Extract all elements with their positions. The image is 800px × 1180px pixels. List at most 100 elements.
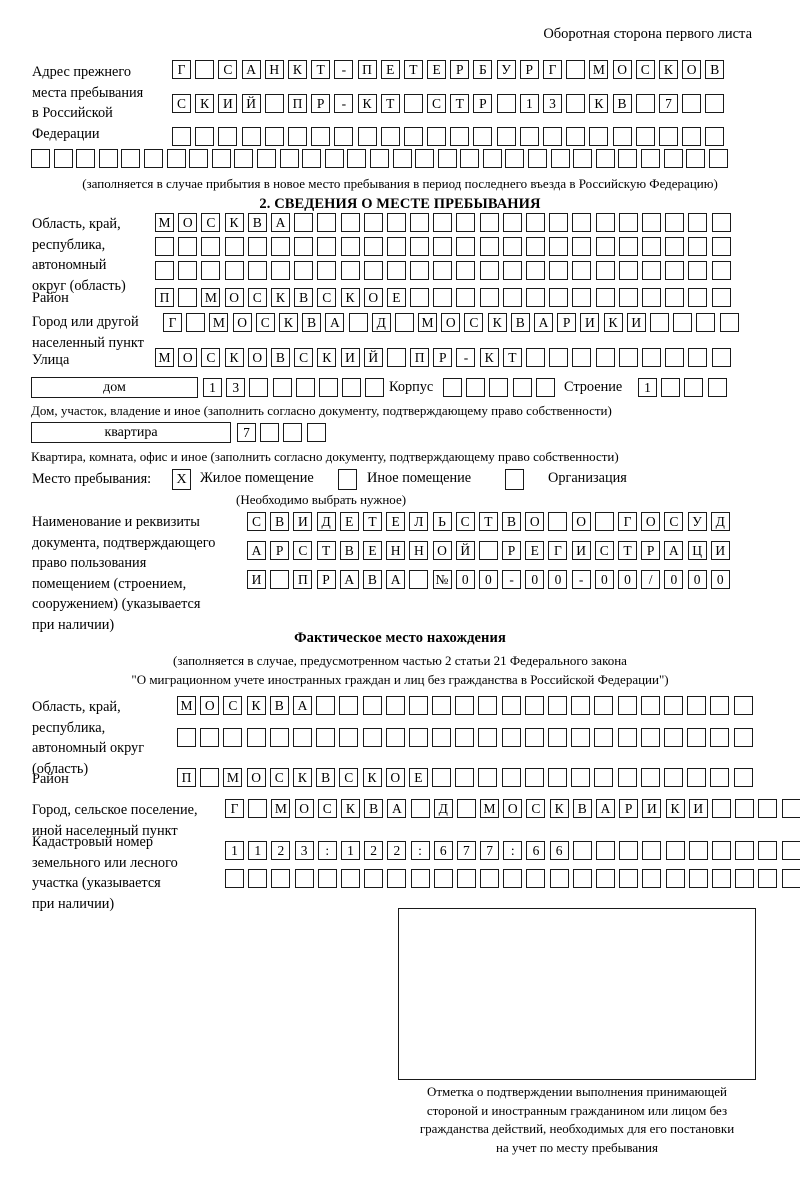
- korpus-cell-3[interactable]: [489, 378, 509, 397]
- actual-region-r2-cell-3[interactable]: [223, 728, 243, 747]
- region-r3-cell-18[interactable]: [549, 261, 569, 280]
- actual-region-r1-cell-13[interactable]: [455, 696, 475, 715]
- previous-address-r1-cell-21[interactable]: С: [635, 60, 655, 79]
- cadastral-r2-cell-6[interactable]: [340, 869, 360, 888]
- region-r3-cell-12[interactable]: [410, 261, 430, 280]
- previous-address-r3-cell-13[interactable]: [450, 127, 470, 146]
- region-r1-cell-17[interactable]: [526, 213, 545, 232]
- actual-region-r2-cell-17[interactable]: [548, 728, 567, 747]
- actual-region-r2-cell-21[interactable]: [640, 728, 660, 747]
- document-r2-cell-13[interactable]: Е: [525, 541, 545, 560]
- cadastral-r1-cell-15[interactable]: 6: [549, 841, 569, 860]
- region-r1-cell-8[interactable]: [317, 213, 337, 232]
- previous-address-r4-cell-20[interactable]: [460, 149, 480, 168]
- previous-address-r4-cell-6[interactable]: [143, 149, 163, 168]
- actual-region-r1-cell-18[interactable]: [571, 696, 591, 715]
- previous-address-r2-cell-1[interactable]: С: [172, 94, 191, 113]
- cadastral-r1-cell-19[interactable]: [642, 841, 662, 860]
- previous-address-r3-cell-3[interactable]: [218, 127, 238, 146]
- cadastral-r2-cell-7[interactable]: [364, 869, 384, 888]
- document-r1-cell-13[interactable]: О: [525, 512, 545, 531]
- district-cell-12[interactable]: [410, 288, 430, 307]
- region-r2-cell-23[interactable]: [665, 237, 685, 256]
- cadastral-r2-cell-13[interactable]: [503, 869, 523, 888]
- city-cell-6[interactable]: К: [278, 313, 298, 332]
- cadastral-r1-cell-24[interactable]: [758, 841, 778, 860]
- actual-region-r2-cell-16[interactable]: [524, 728, 544, 747]
- region-r2-cell-18[interactable]: [549, 237, 569, 256]
- document-r2-cell-5[interactable]: В: [339, 541, 359, 560]
- region-r1-cell-15[interactable]: [479, 213, 499, 232]
- document-r1-cell-19[interactable]: С: [664, 512, 684, 531]
- region-r2-cell-16[interactable]: [502, 237, 522, 256]
- district-cell-15[interactable]: [479, 288, 499, 307]
- city-cell-7[interactable]: В: [302, 313, 322, 332]
- actual-region-r1-cell-7[interactable]: [316, 696, 336, 715]
- document-r1-cell-11[interactable]: Т: [478, 512, 498, 531]
- city-cell-20[interactable]: К: [603, 313, 623, 332]
- region-r1-cell-14[interactable]: [456, 213, 476, 232]
- street-cell-13[interactable]: Р: [433, 348, 453, 367]
- previous-address-r3-cell-7[interactable]: [311, 127, 331, 146]
- actual-city-cell-6[interactable]: К: [340, 799, 360, 818]
- house-cell-2[interactable]: 3: [226, 378, 246, 397]
- cadastral-r1-cell-22[interactable]: [711, 841, 731, 860]
- actual-region-r1-cell-9[interactable]: [362, 696, 382, 715]
- city-cell-16[interactable]: В: [510, 313, 530, 332]
- previous-address-r1-cell-4[interactable]: А: [241, 60, 261, 79]
- confirmation-stamp-box[interactable]: [398, 908, 756, 1080]
- actual-district-cell-14[interactable]: [478, 768, 498, 787]
- previous-address-r4-cell-31[interactable]: [708, 149, 728, 168]
- city-cell-1[interactable]: Г: [163, 313, 182, 332]
- actual-region-r1-cell-5[interactable]: В: [269, 696, 289, 715]
- region-r3-cell-21[interactable]: [618, 261, 638, 280]
- region-r2-cell-14[interactable]: [456, 237, 476, 256]
- flat-cell-3[interactable]: [283, 423, 303, 442]
- cadastral-r1-cell-13[interactable]: :: [503, 841, 523, 860]
- previous-address-r2-cell-17[interactable]: 3: [543, 94, 562, 113]
- city-cell-24[interactable]: [696, 313, 716, 332]
- korpus-cells[interactable]: [443, 378, 559, 397]
- region-r1-cell-3[interactable]: С: [201, 213, 221, 232]
- region-r2-cell-5[interactable]: [247, 237, 267, 256]
- region-row-3[interactable]: [155, 261, 735, 280]
- previous-address-r3-cell-23[interactable]: [682, 127, 702, 146]
- stroenie-cell-3[interactable]: [684, 378, 704, 397]
- street-cell-17[interactable]: [526, 348, 545, 367]
- actual-region-r2-cell-7[interactable]: [316, 728, 336, 747]
- cadastral-r2-cell-23[interactable]: [735, 869, 755, 888]
- actual-city-cell-10[interactable]: Д: [433, 799, 453, 818]
- city-cell-4[interactable]: О: [232, 313, 252, 332]
- previous-address-r3-cell-21[interactable]: [635, 127, 655, 146]
- actual-district-cell-18[interactable]: [571, 768, 591, 787]
- region-r3-cell-24[interactable]: [688, 261, 708, 280]
- previous-address-r2-cell-10[interactable]: Т: [380, 94, 400, 113]
- document-r1-cell-17[interactable]: Г: [618, 512, 637, 531]
- actual-district-cell-16[interactable]: [524, 768, 544, 787]
- cadastral-r2-cell-19[interactable]: [642, 869, 662, 888]
- actual-region-r2-cell-15[interactable]: [501, 728, 521, 747]
- region-r3-cell-16[interactable]: [502, 261, 522, 280]
- previous-address-r1-cell-10[interactable]: Е: [380, 60, 400, 79]
- region-r3-cell-15[interactable]: [479, 261, 499, 280]
- previous-address-r1-cell-16[interactable]: Р: [519, 60, 539, 79]
- cadastral-r2-cell-18[interactable]: [619, 869, 639, 888]
- actual-city-cell-2[interactable]: [248, 799, 268, 818]
- cadastral-r1-cell-2[interactable]: 1: [248, 841, 268, 860]
- actual-city-cell-11[interactable]: [456, 799, 476, 818]
- actual-district-cell-11[interactable]: Е: [408, 768, 428, 787]
- cadastral-row-2[interactable]: [225, 869, 800, 888]
- previous-address-r4-cell-7[interactable]: [166, 149, 186, 168]
- previous-address-r4-cell-2[interactable]: [53, 149, 73, 168]
- region-r1-cell-11[interactable]: [386, 213, 406, 232]
- actual-region-r1-cell-6[interactable]: А: [292, 696, 312, 715]
- actual-district-cell-22[interactable]: [663, 768, 683, 787]
- previous-address-r2-cell-15[interactable]: [496, 94, 516, 113]
- checkbox-other-premises[interactable]: [338, 469, 357, 490]
- district-cell-25[interactable]: [711, 288, 731, 307]
- region-r2-cell-4[interactable]: [224, 237, 244, 256]
- previous-address-r4-cell-16[interactable]: [369, 149, 389, 168]
- document-r3-cell-6[interactable]: В: [362, 570, 382, 589]
- region-r3-cell-3[interactable]: [201, 261, 221, 280]
